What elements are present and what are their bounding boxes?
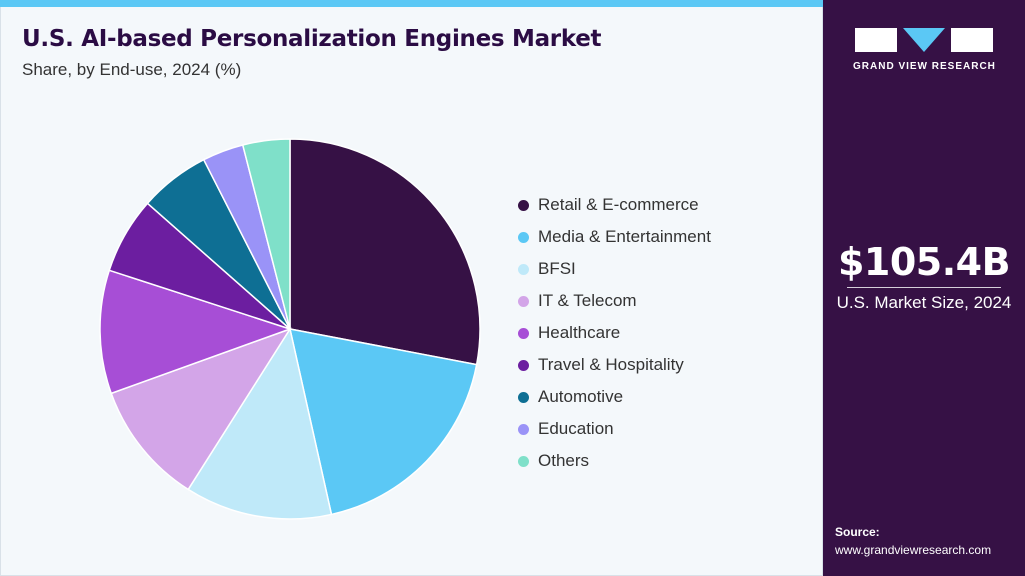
logo-g-mark — [855, 28, 897, 52]
chart-legend: Retail & E-commerce Media & Entertainment… — [518, 189, 711, 477]
pie-slice-media-entertainment[interactable] — [289, 328, 478, 516]
brand-name: GRAND VIEW RESEARCH — [853, 61, 996, 72]
legend-item: Education — [518, 413, 711, 445]
pie-chart — [99, 138, 481, 520]
logo-v-mark — [903, 28, 945, 52]
legend-label: BFSI — [538, 259, 576, 278]
pie-slice-retail-e-commerce[interactable] — [289, 138, 481, 366]
legend-swatch — [518, 263, 529, 275]
legend-item: IT & Telecom — [518, 285, 711, 317]
legend-item: Retail & E-commerce — [518, 189, 711, 221]
legend-label: Automotive — [538, 387, 624, 406]
market-size-value: $105.4B — [837, 240, 1011, 284]
legend-swatch — [518, 295, 529, 307]
value-divider — [847, 287, 1001, 288]
legend-swatch — [518, 327, 529, 339]
legend-item: Automotive — [518, 381, 711, 413]
source-label: Source: — [835, 525, 880, 539]
sidebar-panel: GRAND VIEW RESEARCH $105.4B U.S. Market … — [823, 0, 1025, 576]
brand-logo: GRAND VIEW RESEARCH — [853, 28, 995, 76]
legend-item: Travel & Hospitality — [518, 349, 711, 381]
legend-label: Others — [538, 451, 590, 470]
pie-slice-healthcare[interactable] — [99, 269, 293, 395]
logo-r-mark — [951, 28, 993, 52]
legend-label: IT & Telecom — [538, 291, 637, 310]
legend-item: BFSI — [518, 253, 711, 285]
source-url[interactable]: www.grandviewresearch.com — [835, 543, 992, 557]
legend-label: Retail & E-commerce — [538, 195, 699, 214]
top-accent-bar — [0, 0, 823, 7]
legend-swatch — [518, 423, 529, 435]
legend-label: Media & Entertainment — [538, 227, 711, 246]
pie-slice-bfsi[interactable] — [187, 327, 333, 520]
legend-swatch — [518, 231, 529, 243]
legend-item: Media & Entertainment — [518, 221, 711, 253]
legend-label: Education — [538, 419, 614, 438]
market-size-caption: U.S. Market Size, 2024 — [836, 293, 1012, 312]
legend-item: Healthcare — [518, 317, 711, 349]
legend-swatch — [518, 455, 529, 467]
pie-slice-others[interactable] — [241, 138, 291, 330]
chart-title: U.S. AI-based Personalization Engines Ma… — [22, 26, 602, 52]
legend-label: Travel & Hospitality — [538, 355, 684, 374]
chart-subtitle: Share, by End-use, 2024 (%) — [22, 60, 242, 79]
legend-swatch — [518, 391, 529, 403]
legend-swatch — [518, 359, 529, 371]
legend-swatch — [518, 199, 529, 211]
legend-item: Others — [518, 445, 711, 477]
pie-slice-it-telecom[interactable] — [110, 327, 292, 491]
legend-label: Healthcare — [538, 323, 621, 342]
